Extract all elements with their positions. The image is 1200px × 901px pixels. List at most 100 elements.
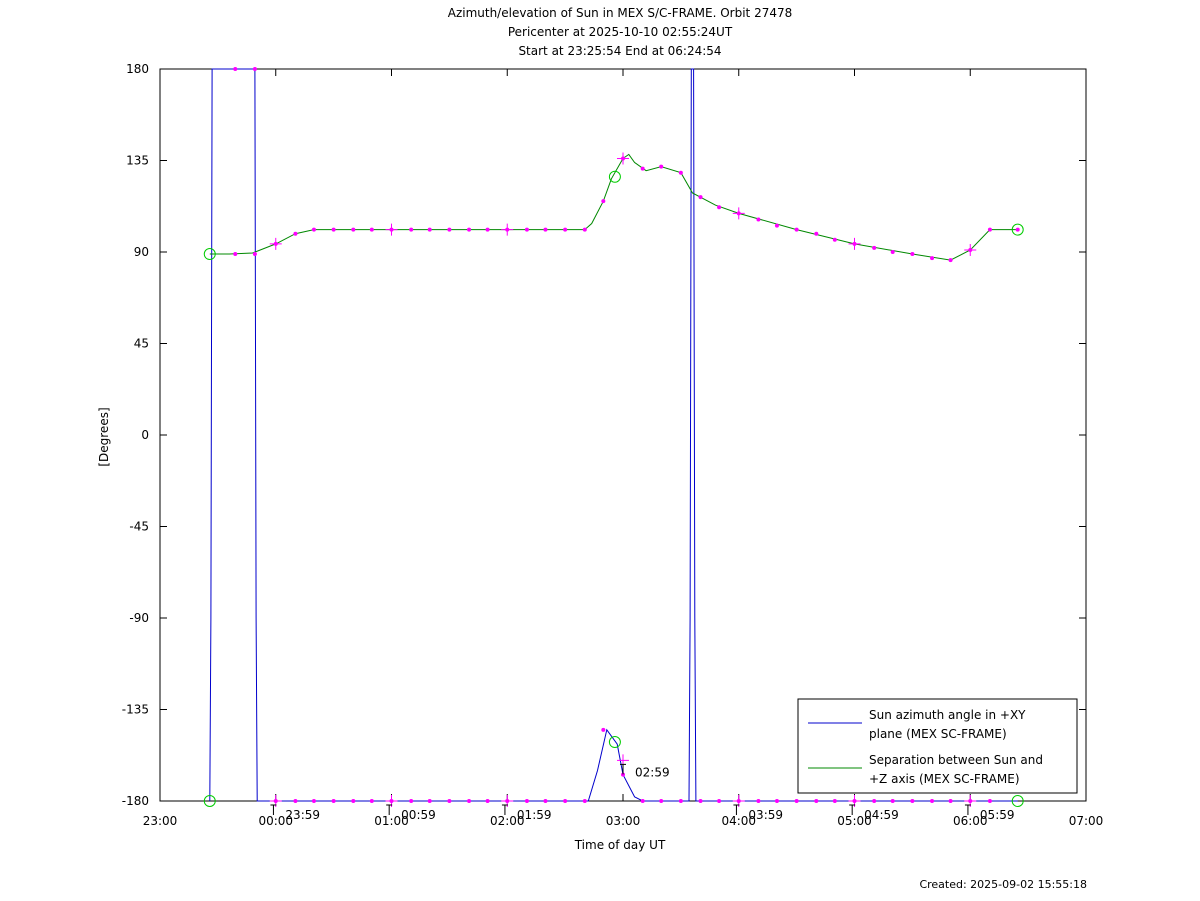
hour-marker: [617, 152, 629, 165]
data-point: [601, 199, 606, 204]
hour-label: 03:59: [748, 808, 783, 822]
event-marker: [1011, 795, 1024, 807]
legend-label: Sun azimuth angle in +XY: [869, 708, 1026, 722]
legend: Sun azimuth angle in +XY plane (MEX SC-FR…: [797, 698, 1078, 794]
axes: 180 135 90 45 0 -45 -90 -135 -180 23:00 00:00 01:00…: [97, 62, 1103, 852]
data-point: [814, 799, 819, 803]
series-layer: [209, 68, 1018, 802]
data-point: [331, 799, 336, 803]
x-tick-label: 05:00: [837, 814, 872, 828]
y-tick-label: 0: [141, 428, 149, 442]
data-point: [659, 164, 664, 169]
data-point: [409, 227, 414, 232]
hour-label-tick: [733, 804, 740, 815]
data-point: [659, 799, 664, 803]
data-point: [351, 227, 356, 232]
data-point: [890, 250, 895, 254]
data-point: [467, 799, 472, 803]
data-point: [582, 799, 587, 803]
x-tick-label: 02:00: [490, 814, 525, 828]
series-line-1: [209, 68, 1018, 802]
data-point: [948, 258, 953, 263]
hour-label: 02:59: [635, 765, 670, 779]
chart-title: Azimuth/elevation of Sun in MEX S/C-FRAM…: [448, 6, 793, 58]
event-marker: [608, 736, 621, 749]
data-point: [910, 252, 915, 257]
data-point: [698, 799, 703, 803]
legend-label: plane (MEX SC-FRAME): [869, 727, 1007, 741]
data-point: [678, 170, 683, 175]
hour-marker: [269, 237, 282, 250]
hour-label: 00:59: [401, 808, 436, 822]
event-marker: [608, 170, 621, 183]
hour-label-tick: [620, 763, 626, 775]
hour-label-tick: [270, 804, 277, 815]
data-point: [311, 227, 316, 232]
data-point: [890, 799, 895, 803]
data-point: [774, 223, 779, 228]
data-point: [987, 799, 992, 803]
data-point: [717, 799, 722, 803]
y-tick-label: -45: [129, 520, 149, 534]
data-point: [930, 256, 935, 261]
legend-label: Separation between Sun and: [869, 753, 1043, 767]
x-tick-label: 07:00: [1069, 814, 1104, 828]
data-point: [427, 227, 432, 232]
data-point: [252, 252, 257, 257]
data-point: [524, 227, 529, 232]
data-point: [930, 799, 935, 803]
data-point: [832, 799, 837, 803]
data-point: [774, 799, 779, 803]
x-tick-label: 06:00: [953, 814, 988, 828]
data-point: [563, 799, 568, 803]
data-point: [640, 166, 645, 171]
y-axis-label: [Degrees]: [97, 407, 111, 466]
data-point: [293, 799, 298, 803]
data-point: [524, 799, 529, 803]
hour-label-layer: 23:59 00:59 01:59 02:59 03:59 04:59 05:59: [270, 763, 1015, 822]
x-tick-label: 04:00: [721, 814, 756, 828]
data-point: [369, 799, 374, 803]
data-point: [563, 227, 568, 232]
hour-marker: [501, 223, 514, 236]
data-point: [351, 799, 356, 803]
data-point: [621, 772, 625, 777]
hour-label: 04:59: [864, 808, 899, 822]
hour-label-tick: [849, 804, 856, 815]
data-point: [756, 799, 761, 803]
data-point: [331, 227, 336, 232]
title-line: Start at 23:25:54 End at 06:24:54: [518, 44, 721, 58]
data-point: [543, 799, 548, 803]
created-timestamp: Created: 2025-09-02 15:55:18: [919, 878, 1087, 891]
series-line-2: [209, 153, 1018, 261]
hour-marker: [732, 207, 745, 220]
legend-label: +Z axis (MEX SC-FRAME): [869, 772, 1020, 786]
hour-label-tick: [501, 804, 508, 815]
data-point: [872, 245, 877, 250]
data-point: [369, 227, 374, 232]
data-point: [233, 252, 238, 257]
hour-marker: [385, 223, 398, 236]
hour-marker: [964, 243, 977, 256]
title-line: Pericenter at 2025-10-10 02:55:24UT: [508, 25, 733, 39]
data-point: [987, 227, 992, 232]
data-point: [601, 727, 606, 732]
plot-frame: [159, 68, 1087, 802]
x-tick-label: 01:00: [374, 814, 409, 828]
data-point: [678, 799, 683, 803]
data-point: [717, 205, 722, 210]
hour-label: 23:59: [285, 808, 320, 822]
data-point: [467, 227, 472, 232]
hour-label: 05:59: [980, 808, 1015, 822]
y-tick-label: -135: [122, 703, 149, 717]
data-point: [233, 67, 238, 71]
title-line: Azimuth/elevation of Sun in MEX S/C-FRAM…: [448, 6, 793, 20]
y-tick-label: 45: [134, 337, 149, 351]
event-marker: [203, 795, 216, 807]
event-marker: [203, 248, 216, 261]
hour-label-tick: [964, 804, 971, 815]
hour-label-tick: [386, 804, 393, 815]
data-point: [814, 231, 819, 236]
data-point: [311, 799, 316, 803]
hour-marker: [848, 237, 861, 250]
